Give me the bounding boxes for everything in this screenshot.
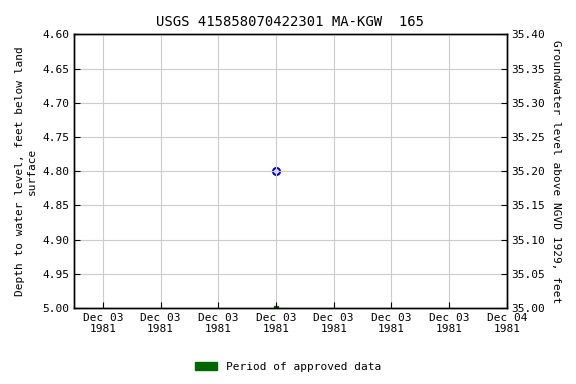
Legend: Period of approved data: Period of approved data: [191, 358, 385, 377]
Y-axis label: Depth to water level, feet below land
surface: Depth to water level, feet below land su…: [15, 46, 37, 296]
Y-axis label: Groundwater level above NGVD 1929, feet: Groundwater level above NGVD 1929, feet: [551, 40, 561, 303]
Title: USGS 415858070422301 MA-KGW  165: USGS 415858070422301 MA-KGW 165: [157, 15, 425, 29]
